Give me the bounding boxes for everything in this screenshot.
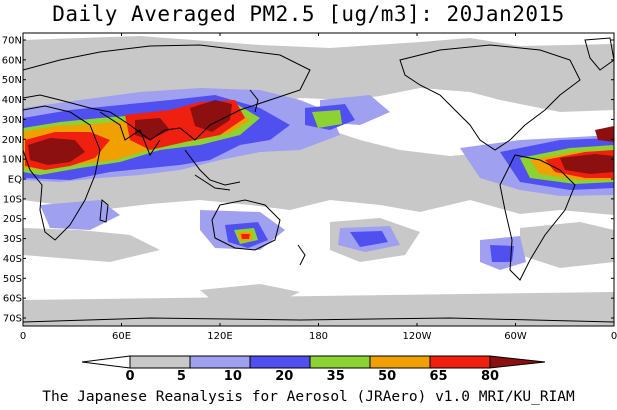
- coastlines: [23, 37, 614, 323]
- lat-label: 20N: [2, 135, 22, 146]
- lat-label: 10S: [3, 194, 22, 205]
- lat-label: 30N: [2, 115, 22, 126]
- colorbar-label: 80: [481, 369, 499, 384]
- credit-footer: The Japanese Reanalysis for Aerosol (JRA…: [42, 389, 575, 405]
- lat-label: 50S: [3, 274, 22, 285]
- colorbar-segment: [309, 355, 371, 369]
- lat-label: 70S: [3, 314, 22, 325]
- lat-label: 60N: [2, 55, 22, 66]
- colorbar-segment: [189, 355, 251, 369]
- colorbar-label: 10: [224, 369, 242, 384]
- colorbar-segment: [129, 355, 191, 369]
- lon-label: 0: [611, 331, 617, 342]
- lon-label: 180: [309, 331, 328, 342]
- colorbar-segment: [369, 355, 431, 369]
- lon-label: 120E: [207, 331, 232, 342]
- lon-label: 120W: [403, 331, 432, 342]
- axis-ticks: [22, 33, 615, 326]
- lon-label: 60W: [504, 331, 527, 342]
- lat-label: 40N: [2, 95, 22, 106]
- lat-label: 70N: [2, 36, 22, 47]
- colorbar-label: 35: [327, 369, 345, 384]
- lat-label: 20S: [3, 214, 22, 225]
- lat-label: 10N: [2, 155, 22, 166]
- colorbar-label: 5: [177, 369, 186, 384]
- lat-label: EQ: [8, 175, 22, 186]
- map-title: Daily Averaged PM2.5 [ug/m3]: 20Jan2015: [52, 2, 565, 26]
- map-panel: [23, 33, 614, 326]
- lon-label: 60E: [112, 331, 131, 342]
- colorbar-label: 20: [275, 369, 293, 384]
- lat-label: 50N: [2, 75, 22, 86]
- colorbar-segment: [81, 355, 131, 369]
- pm25-field-level-80: [28, 100, 614, 174]
- lat-label: 60S: [3, 294, 22, 305]
- colorbar-segment: [429, 355, 491, 369]
- longitude-labels: 0 60E 120E 180 120W 60W 0: [20, 331, 617, 342]
- colorbar-label: 50: [378, 369, 396, 384]
- lon-label: 0: [20, 331, 26, 342]
- colorbar-label: 65: [430, 369, 448, 384]
- pm25-field-level-5: [23, 36, 614, 326]
- colorbar-label: 0: [125, 369, 134, 384]
- colorbar-segment: [489, 355, 546, 369]
- colorbar-segment: [249, 355, 311, 369]
- colorbar: 0 5 10 20 35 50 65 80: [81, 355, 546, 384]
- lat-label: 30S: [3, 234, 22, 245]
- lat-label: 40S: [3, 254, 22, 265]
- latitude-labels: 70N 60N 50N 40N 30N 20N 10N EQ 10S 20S 30S 40S 50S 60…: [2, 36, 22, 325]
